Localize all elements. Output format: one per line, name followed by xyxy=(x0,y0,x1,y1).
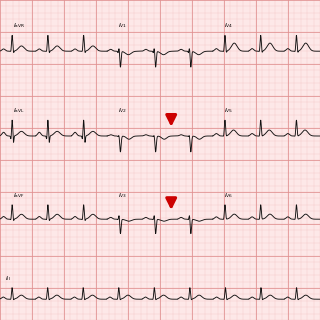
Text: $I_{\mathrm{V4}}$: $I_{\mathrm{V4}}$ xyxy=(224,21,233,30)
Text: $I_{\mathrm{V2}}$: $I_{\mathrm{V2}}$ xyxy=(118,106,128,115)
Text: $I_{\mathrm{II}}$: $I_{\mathrm{II}}$ xyxy=(5,274,11,283)
Text: $I_{\mathrm{V6}}$: $I_{\mathrm{V6}}$ xyxy=(224,191,233,200)
Text: $I_{\mathrm{V5}}$: $I_{\mathrm{V5}}$ xyxy=(224,106,233,115)
Text: $I_{\mathrm{V3}}$: $I_{\mathrm{V3}}$ xyxy=(118,191,128,200)
Text: $I_{\mathrm{V1}}$: $I_{\mathrm{V1}}$ xyxy=(118,21,128,30)
Text: $I_{\mathrm{aVR}}$: $I_{\mathrm{aVR}}$ xyxy=(13,21,25,30)
Text: $I_{\mathrm{aVL}}$: $I_{\mathrm{aVL}}$ xyxy=(13,106,25,115)
Text: $I_{\mathrm{aVF}}$: $I_{\mathrm{aVF}}$ xyxy=(13,191,25,200)
